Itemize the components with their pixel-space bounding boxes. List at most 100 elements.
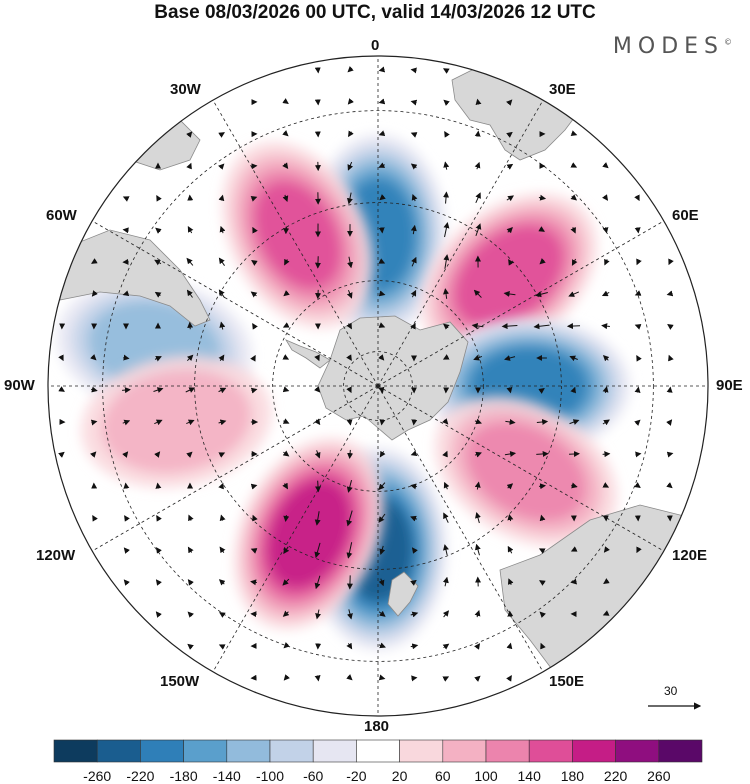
wind-arrow <box>221 515 222 520</box>
colorbar-bin-14 <box>659 740 702 762</box>
wind-arrow <box>668 325 672 328</box>
wind-arrow <box>380 133 385 135</box>
wind-arrow <box>638 388 639 393</box>
wind-arrow <box>318 676 319 681</box>
colorbar <box>54 740 702 762</box>
wind-arrow <box>284 357 288 359</box>
wind-arrow <box>412 453 417 455</box>
wind-arrow <box>380 101 385 102</box>
wind-arrow <box>638 228 639 233</box>
wind-arrow <box>668 484 672 487</box>
wind-arrow <box>221 484 223 489</box>
wind-arrow <box>508 547 511 554</box>
wind-arrow <box>445 132 448 136</box>
lon-label-90e: 90E <box>716 377 743 394</box>
wind-arrow <box>412 101 417 102</box>
colorbar-bin-7 <box>356 740 399 762</box>
wind-arrow <box>60 452 64 455</box>
wind-arrow <box>252 166 257 167</box>
lon-label-30e: 30E <box>549 81 576 98</box>
wind-arrow <box>412 70 417 71</box>
wind-arrow <box>636 293 641 295</box>
colorbar-bin-2 <box>140 740 183 762</box>
wind-arrow <box>669 260 671 265</box>
wind-arrow <box>124 580 127 584</box>
wind-arrow <box>156 580 159 584</box>
wind-arrow <box>380 69 385 70</box>
lon-label-150e: 150E <box>549 673 584 690</box>
wind-arrow <box>605 227 606 232</box>
wind-arrow <box>636 420 640 423</box>
wind-arrow <box>444 69 448 72</box>
wind-arrow <box>636 485 640 488</box>
wind-arrow <box>284 132 288 135</box>
colorbar-bin-6 <box>313 740 356 762</box>
wind-arrow <box>221 227 223 233</box>
colorbar-bin-11 <box>529 740 572 762</box>
wind-arrow <box>444 644 449 648</box>
wind-arrow <box>445 578 447 587</box>
reference-vector-label: 30 <box>664 684 677 698</box>
wind-arrow <box>188 644 192 647</box>
colorbar-tick-label: 20 <box>392 768 408 784</box>
wind-arrow <box>476 193 480 203</box>
wind-arrow <box>284 101 288 104</box>
wind-arrow <box>510 612 511 617</box>
wind-arrow <box>605 196 608 200</box>
wind-arrow <box>188 612 191 616</box>
wind-arrow <box>252 292 257 296</box>
wind-arrow <box>444 513 449 522</box>
wind-arrow <box>444 100 448 103</box>
wind-arrow <box>603 292 609 295</box>
wind-arrow <box>669 356 671 361</box>
wind-arrow <box>283 421 288 423</box>
wind-arrow <box>284 389 289 391</box>
wind-arrow <box>572 196 577 200</box>
wind-arrow <box>220 580 225 584</box>
wind-arrow <box>446 192 447 203</box>
wind-arrow <box>284 676 287 680</box>
wind-arrow <box>157 548 160 552</box>
wind-arrow <box>126 484 127 489</box>
colorbar-bin-13 <box>616 740 659 762</box>
colorbar-tick-label: -20 <box>346 768 366 784</box>
wind-arrow <box>477 644 480 648</box>
wind-arrow <box>670 388 671 393</box>
wind-arrow <box>220 547 224 552</box>
lon-label-60e: 60E <box>672 207 699 224</box>
wind-arrow <box>637 356 639 360</box>
wind-arrow <box>568 326 580 327</box>
wind-arrow <box>476 676 480 679</box>
colorbar-tick-label: 220 <box>604 768 627 784</box>
wind-arrow <box>412 678 417 679</box>
colorbar-bin-9 <box>443 740 486 762</box>
wind-arrow <box>188 547 191 552</box>
wind-arrow <box>636 325 641 327</box>
wind-arrow <box>157 516 160 520</box>
lon-label-60w: 60W <box>46 207 77 224</box>
colorbar-tick-label: -140 <box>213 768 241 784</box>
wind-arrow <box>382 228 383 233</box>
wind-arrow <box>668 293 673 294</box>
wind-arrow <box>220 645 225 647</box>
wind-arrow <box>603 454 610 455</box>
wind-arrow <box>220 164 223 168</box>
colorbar-bin-8 <box>400 740 443 762</box>
wind-arrow <box>572 165 576 167</box>
wind-arrow <box>187 259 193 266</box>
wind-arrow <box>605 259 607 264</box>
wind-arrow <box>348 643 351 648</box>
wind-arrow <box>253 324 256 328</box>
wind-arrow <box>412 133 417 135</box>
lon-label-150w: 150W <box>160 673 199 690</box>
lon-label-0: 0 <box>371 37 379 54</box>
wind-arrow <box>124 197 129 199</box>
wind-arrow <box>124 230 129 231</box>
lon-label-120w: 120W <box>36 547 75 564</box>
colorbar-tick-label: 60 <box>435 768 451 784</box>
wind-arrow <box>509 676 512 680</box>
chart-title: Base 08/03/2026 00 UTC, valid 14/03/2026… <box>0 2 750 24</box>
colorbar-tick-label: 260 <box>647 768 670 784</box>
colorbar-tick-label: 100 <box>474 768 497 784</box>
wind-arrow <box>478 132 479 137</box>
